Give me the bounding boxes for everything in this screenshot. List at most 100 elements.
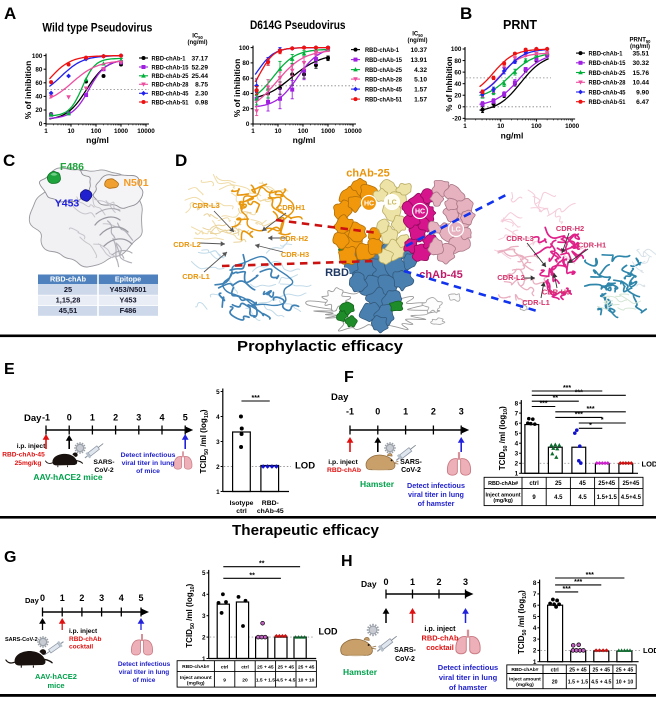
svg-text:1: 1 (44, 128, 48, 135)
svg-text:***: *** (539, 401, 547, 408)
svg-text:10000: 10000 (344, 128, 362, 135)
svg-text:TCID50​ /ml (log10​): TCID50​ /ml (log10​) (199, 409, 210, 473)
svg-text:TCID50​ /ml (log10​): TCID50​ /ml (log10​) (185, 583, 196, 647)
svg-text:ctrl: ctrl (529, 481, 539, 487)
svg-text:35.51: 35.51 (632, 51, 649, 58)
svg-text:60: 60 (454, 69, 462, 76)
svg-text:100: 100 (32, 53, 43, 60)
svg-text:LOD: LOD (295, 461, 315, 472)
svg-text:RBD-chAb-25: RBD-chAb-25 (589, 70, 626, 77)
svg-text:Hamster: Hamster (360, 479, 395, 489)
svg-text:SARS-CoV-2: SARS-CoV-2 (5, 637, 38, 643)
svg-text:5: 5 (216, 389, 220, 396)
svg-text:Y453: Y453 (55, 198, 80, 210)
svg-text:chAb-45: chAb-45 (419, 269, 462, 281)
svg-text:of hamster: of hamster (449, 683, 487, 692)
svg-text:SARS-: SARS- (93, 459, 114, 466)
svg-text:-1: -1 (42, 413, 50, 423)
svg-text:100: 100 (239, 45, 250, 52)
svg-text:10 + 10: 10 + 10 (298, 678, 315, 684)
svg-text:CDR-H2: CDR-H2 (280, 234, 308, 243)
svg-text:RBD-chAb: RBD-chAb (50, 275, 87, 284)
svg-text:1: 1 (403, 407, 408, 417)
svg-text:RBD-chAb#: RBD-chAb# (511, 667, 538, 673)
svg-text:100: 100 (451, 46, 462, 53)
svg-text:RBD-chAb#: RBD-chAb# (488, 481, 518, 487)
svg-text:4.5 + 4.5: 4.5 + 4.5 (591, 679, 611, 685)
svg-text:9: 9 (223, 678, 226, 684)
svg-text:1: 1 (251, 128, 255, 135)
svg-text:20: 20 (35, 107, 43, 114)
svg-text:Y453/N501: Y453/N501 (110, 285, 147, 294)
svg-text:13.91: 13.91 (410, 57, 427, 64)
svg-text:25mg/kg: 25mg/kg (15, 460, 42, 467)
svg-text:viral titer in lung: viral titer in lung (408, 490, 464, 499)
svg-text:SARS-: SARS- (394, 647, 416, 654)
svg-text:RBD-chAb-28: RBD-chAb-28 (365, 77, 402, 84)
svg-text:CDR-H1: CDR-H1 (277, 203, 305, 212)
svg-text:chAb-45: chAb-45 (257, 508, 284, 515)
svg-text:*: * (589, 422, 592, 429)
svg-text:Therapeutic efficacy: Therapeutic efficacy (232, 523, 379, 539)
svg-text:0.98: 0.98 (195, 99, 208, 106)
svg-text:0: 0 (39, 121, 43, 128)
svg-text:*: * (601, 417, 604, 424)
svg-text:ng/ml: ng/ml (293, 135, 316, 145)
svg-text:RBD-chAb-45: RBD-chAb-45 (152, 91, 189, 98)
svg-text:RBD-chAb: RBD-chAb (69, 636, 102, 643)
svg-text:i.p. inject: i.p. inject (69, 628, 98, 635)
svg-text:AAV-hACE2: AAV-hACE2 (35, 672, 77, 681)
svg-text:2: 2 (113, 413, 118, 423)
svg-text:10000: 10000 (137, 128, 155, 135)
svg-text:TCID50​ /ml (log10​): TCID50​ /ml (log10​) (517, 590, 528, 654)
svg-text:5: 5 (202, 570, 206, 577)
svg-text:PRNT50​: PRNT50​ (630, 38, 652, 44)
svg-text:Day: Day (331, 392, 349, 403)
svg-text:6: 6 (533, 603, 537, 610)
svg-text:LOD: LOD (319, 627, 338, 637)
svg-text:4: 4 (119, 593, 124, 603)
svg-text:ctrl: ctrl (551, 667, 560, 673)
svg-text:100: 100 (298, 128, 309, 135)
svg-text:1000: 1000 (114, 128, 129, 135)
svg-text:TCID50​ /ml (log10​): TCID50​ /ml (log10​) (498, 406, 509, 470)
svg-text:37.17: 37.17 (191, 55, 208, 62)
svg-text:Detect infectious: Detect infectious (407, 481, 465, 490)
svg-text:9.90: 9.90 (636, 89, 649, 96)
svg-text:45: 45 (579, 481, 586, 487)
svg-text:15.76: 15.76 (632, 70, 649, 77)
svg-text:Inject amount: Inject amount (509, 677, 541, 683)
svg-text:(mg/kg): (mg/kg) (516, 682, 534, 688)
svg-text:IC50​: IC50​ (412, 32, 423, 38)
svg-text:1.5+1.5: 1.5+1.5 (597, 495, 618, 501)
svg-text:20: 20 (242, 106, 250, 113)
svg-text:4.32: 4.32 (414, 67, 427, 74)
svg-text:25 + 45: 25 + 45 (569, 667, 587, 673)
svg-text:3: 3 (515, 451, 519, 458)
svg-text:7: 7 (533, 591, 537, 598)
svg-text:40: 40 (454, 81, 462, 88)
svg-text:RBD-chAb-15: RBD-chAb-15 (589, 60, 626, 67)
svg-text:3: 3 (533, 636, 537, 643)
svg-text:25: 25 (64, 285, 72, 294)
svg-text:(mg/kg): (mg/kg) (187, 680, 205, 686)
svg-text:i.p. inject: i.p. inject (328, 459, 358, 466)
svg-text:20: 20 (454, 92, 462, 99)
svg-text:(ng/ml): (ng/ml) (408, 38, 428, 44)
svg-text:CoV-2: CoV-2 (395, 656, 415, 663)
svg-text:25+45: 25+45 (622, 481, 640, 487)
svg-text:-1: -1 (346, 407, 354, 417)
svg-text:25 + 45: 25 + 45 (257, 664, 274, 670)
svg-text:Day: Day (25, 596, 40, 605)
svg-text:6: 6 (515, 420, 519, 427)
svg-text:RBD-chAb: RBD-chAb (327, 467, 361, 474)
svg-text:1000: 1000 (565, 123, 580, 130)
svg-text:RBD-chAb-51: RBD-chAb-51 (152, 99, 189, 106)
svg-text:IC50​: IC50​ (192, 34, 203, 40)
svg-text:***: *** (252, 395, 260, 402)
svg-text:i.p. inject: i.p. inject (424, 624, 456, 633)
svg-text:40: 40 (242, 91, 250, 98)
svg-text:Day: Day (361, 579, 377, 589)
svg-text:RBD-chAb-28: RBD-chAb-28 (589, 80, 626, 87)
svg-text:(mg/kg): (mg/kg) (493, 498, 513, 504)
